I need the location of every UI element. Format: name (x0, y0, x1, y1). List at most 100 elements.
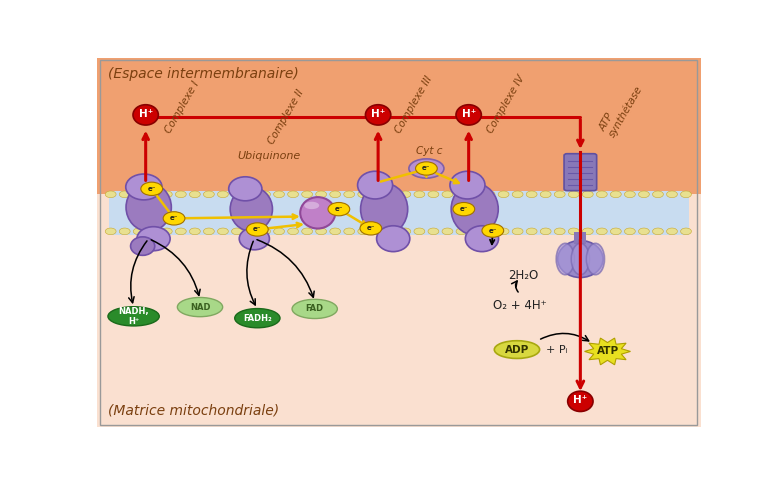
Ellipse shape (300, 197, 335, 228)
Text: Complexe IV: Complexe IV (485, 73, 527, 135)
Text: O₂ + 4H⁺: O₂ + 4H⁺ (493, 299, 547, 312)
Circle shape (344, 228, 354, 235)
Circle shape (119, 228, 130, 235)
Circle shape (428, 228, 439, 235)
Text: 2H₂O: 2H₂O (508, 269, 538, 282)
Circle shape (372, 228, 382, 235)
Circle shape (344, 191, 354, 198)
Circle shape (681, 228, 692, 235)
Circle shape (360, 222, 382, 235)
Circle shape (667, 191, 678, 198)
Circle shape (583, 228, 594, 235)
Circle shape (175, 191, 186, 198)
Ellipse shape (587, 243, 605, 275)
Circle shape (498, 228, 509, 235)
Circle shape (147, 191, 158, 198)
Circle shape (133, 228, 144, 235)
FancyBboxPatch shape (574, 232, 587, 244)
Circle shape (639, 228, 650, 235)
Text: e⁻: e⁻ (253, 227, 262, 232)
Circle shape (245, 228, 256, 235)
Ellipse shape (292, 300, 337, 319)
Ellipse shape (465, 226, 499, 252)
Circle shape (315, 228, 326, 235)
Circle shape (175, 228, 186, 235)
Circle shape (653, 191, 664, 198)
Text: + Pᵢ: + Pᵢ (546, 345, 568, 355)
Circle shape (161, 228, 172, 235)
Circle shape (330, 191, 340, 198)
Circle shape (189, 228, 200, 235)
Text: e⁻: e⁻ (422, 166, 431, 171)
Ellipse shape (365, 105, 391, 125)
Ellipse shape (229, 177, 262, 201)
Circle shape (189, 191, 200, 198)
Text: FAD: FAD (305, 304, 324, 313)
Ellipse shape (558, 240, 603, 277)
Text: Complexe II: Complexe II (266, 88, 306, 146)
Circle shape (301, 228, 312, 235)
Circle shape (358, 228, 368, 235)
Circle shape (105, 228, 116, 235)
Circle shape (498, 191, 509, 198)
Ellipse shape (568, 391, 593, 411)
Circle shape (569, 228, 579, 235)
Circle shape (414, 228, 425, 235)
Ellipse shape (495, 341, 540, 359)
Text: Complexe III: Complexe III (393, 74, 434, 135)
Ellipse shape (451, 183, 499, 235)
Circle shape (681, 191, 692, 198)
Circle shape (470, 191, 481, 198)
Circle shape (555, 191, 565, 198)
Ellipse shape (126, 183, 171, 231)
Ellipse shape (231, 187, 273, 231)
Circle shape (597, 191, 608, 198)
Circle shape (484, 228, 495, 235)
Circle shape (541, 228, 551, 235)
Ellipse shape (361, 183, 407, 235)
Circle shape (611, 228, 622, 235)
Text: Cyt c: Cyt c (416, 145, 442, 156)
Ellipse shape (137, 227, 170, 251)
Circle shape (526, 228, 537, 235)
Circle shape (287, 228, 298, 235)
Circle shape (512, 191, 523, 198)
Circle shape (653, 228, 664, 235)
Ellipse shape (409, 159, 444, 178)
Text: e⁻: e⁻ (488, 228, 497, 234)
Circle shape (470, 228, 481, 235)
Text: NAD: NAD (190, 302, 210, 312)
Ellipse shape (358, 171, 393, 199)
Circle shape (231, 228, 242, 235)
Circle shape (287, 191, 298, 198)
Text: e⁻: e⁻ (170, 216, 178, 221)
Polygon shape (584, 338, 630, 365)
Text: Ubiquinone: Ubiquinone (238, 151, 301, 161)
Ellipse shape (450, 171, 485, 199)
Bar (97, 58, 701, 194)
Circle shape (328, 203, 350, 216)
Circle shape (133, 191, 144, 198)
Circle shape (119, 191, 130, 198)
Circle shape (400, 228, 411, 235)
Text: Complexe I: Complexe I (164, 80, 202, 135)
Circle shape (273, 228, 284, 235)
Circle shape (246, 223, 268, 236)
Circle shape (526, 191, 537, 198)
Circle shape (163, 212, 185, 225)
Circle shape (597, 228, 608, 235)
Text: FADH₂: FADH₂ (243, 313, 272, 323)
Circle shape (330, 228, 340, 235)
Text: (Matrice mitochondriale): (Matrice mitochondriale) (108, 404, 280, 418)
Circle shape (273, 191, 284, 198)
Circle shape (583, 191, 594, 198)
Bar (97, 194, 701, 427)
Circle shape (231, 191, 242, 198)
Ellipse shape (239, 228, 270, 250)
Circle shape (105, 191, 116, 198)
Text: H⁺: H⁺ (461, 109, 476, 119)
Text: ADP: ADP (505, 345, 529, 355)
Text: H⁺: H⁺ (371, 109, 386, 119)
Text: H⁺: H⁺ (139, 109, 153, 119)
Circle shape (217, 228, 228, 235)
